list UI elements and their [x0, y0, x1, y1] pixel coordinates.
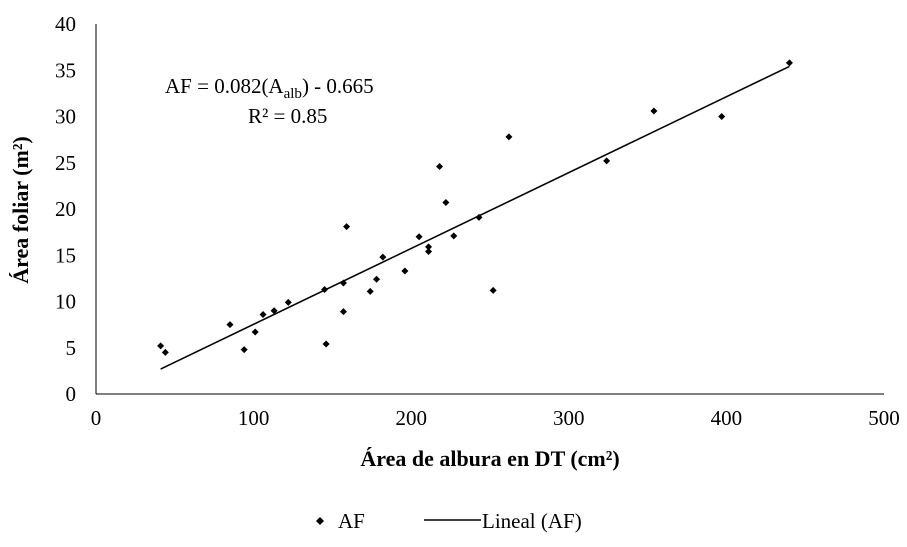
- data-point: [718, 113, 726, 120]
- data-point: [270, 307, 278, 315]
- data-point: [343, 223, 351, 231]
- data-point: [436, 162, 444, 170]
- y-tick-label: 40: [55, 12, 76, 36]
- x-tick-label: 300: [553, 406, 585, 430]
- data-point: [650, 107, 658, 115]
- y-tick-label: 10: [55, 290, 76, 314]
- data-point: [322, 340, 330, 348]
- y-axis-title: Área foliar (m²): [8, 136, 33, 284]
- y-tick-label: 35: [55, 58, 76, 82]
- data-point: [157, 342, 165, 350]
- data-point: [339, 308, 347, 316]
- trendline: [160, 65, 790, 370]
- data-point: [373, 275, 381, 283]
- y-tick-label: 25: [55, 151, 76, 175]
- legend-label-lineal: Lineal (AF): [482, 509, 582, 533]
- x-axis-title: Área de albura en DT (cm²): [360, 446, 619, 471]
- x-tick-labels: 0 100 200 300 400 500: [91, 406, 900, 430]
- data-point: [339, 279, 347, 287]
- equation-subscript: alb: [284, 86, 302, 102]
- data-point: [489, 286, 497, 294]
- data-point: [425, 248, 433, 256]
- y-tick-label: 20: [55, 197, 76, 221]
- data-point: [505, 133, 513, 141]
- data-point: [284, 298, 292, 306]
- x-tick-label: 500: [868, 406, 900, 430]
- y-tick-labels: 0 5 10 15 20 25 30 35 40: [55, 12, 76, 406]
- data-point: [415, 233, 423, 241]
- r-squared-label: R² = 0.85: [248, 104, 327, 128]
- x-tick-label: 100: [238, 406, 270, 430]
- data-point: [259, 310, 267, 318]
- y-tick-label: 15: [55, 243, 76, 267]
- legend-marker-af: [316, 517, 324, 525]
- data-point: [425, 243, 433, 251]
- data-point: [442, 199, 450, 207]
- data-point: [450, 232, 458, 240]
- equation-line-1: AF = 0.082(Aalb) - 0.665: [165, 74, 374, 102]
- data-points: [157, 59, 793, 356]
- equation-suffix: ) - 0.665: [302, 74, 374, 98]
- data-point: [603, 157, 611, 165]
- legend-label-af: AF: [338, 509, 365, 533]
- data-point: [366, 287, 374, 295]
- data-point: [379, 253, 387, 261]
- x-tick-label: 200: [395, 406, 427, 430]
- y-tick-label: 30: [55, 105, 76, 129]
- trendline-lineal-af: [160, 65, 790, 370]
- data-point: [401, 267, 409, 275]
- data-point: [321, 285, 329, 293]
- data-point: [475, 213, 483, 221]
- data-point: [251, 328, 259, 336]
- x-tick-label: 0: [91, 406, 102, 430]
- y-tick-label: 5: [66, 336, 77, 360]
- data-point: [785, 59, 793, 67]
- axes: 0 100 200 300 400 500 0 5 10 15 20 25 30 35 40: [55, 12, 900, 430]
- data-point: [226, 321, 234, 329]
- equation-prefix: AF = 0.082(A: [165, 74, 284, 98]
- legend: AF Lineal (AF): [316, 509, 582, 533]
- data-point: [240, 346, 248, 354]
- data-point: [161, 348, 169, 356]
- y-tick-label: 0: [66, 382, 77, 406]
- x-tick-label: 400: [711, 406, 743, 430]
